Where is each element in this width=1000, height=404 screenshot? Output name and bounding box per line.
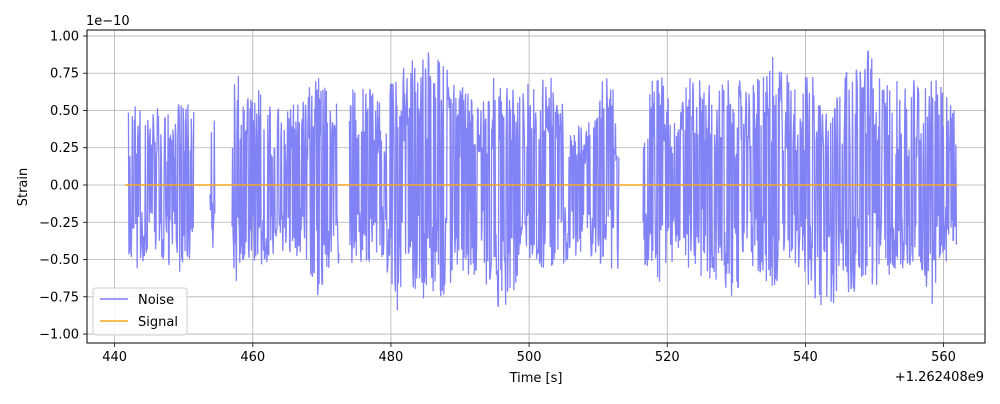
- y-tick-label: −0.25: [39, 216, 79, 231]
- y-tick-label: 0.75: [50, 67, 79, 82]
- x-offset-label: +1.262408e9: [895, 370, 984, 385]
- noise-series-line: [348, 52, 620, 311]
- noise-series-line: [209, 120, 216, 248]
- x-axis-label: Time [s]: [509, 371, 563, 386]
- noise-series-line: [231, 76, 340, 296]
- legend-signal-label: Signal: [138, 315, 178, 330]
- x-tick-label: 520: [655, 350, 680, 365]
- x-tick-label: 480: [379, 350, 404, 365]
- y-tick-label: −0.75: [39, 290, 79, 305]
- y-tick-label: 0.25: [50, 141, 79, 156]
- y-tick-label: −0.50: [39, 253, 79, 268]
- x-tick-label: 540: [793, 350, 818, 365]
- legend-noise-label: Noise: [138, 293, 174, 308]
- plot-series: [124, 50, 958, 311]
- axis-ticks: 440 460 480 500 520 540 560 −1.00 −0.75 −0.50 −0.2…: [39, 29, 956, 365]
- legend: Noise Signal: [92, 287, 188, 336]
- x-tick-label: 500: [517, 350, 542, 365]
- y-tick-label: −1.00: [39, 328, 79, 343]
- plot-frame: [86, 29, 986, 344]
- noise-series-line: [642, 50, 958, 305]
- y-tick-label: 0.50: [50, 104, 79, 119]
- y-tick-label: 1.00: [50, 29, 79, 44]
- y-axis-label: Strain: [16, 168, 31, 207]
- y-tick-label: 0.00: [50, 179, 79, 194]
- x-tick-label: 560: [931, 350, 956, 365]
- y-scale-label: 1e−10: [86, 14, 130, 29]
- x-tick-label: 440: [102, 350, 127, 365]
- x-tick-label: 460: [240, 350, 265, 365]
